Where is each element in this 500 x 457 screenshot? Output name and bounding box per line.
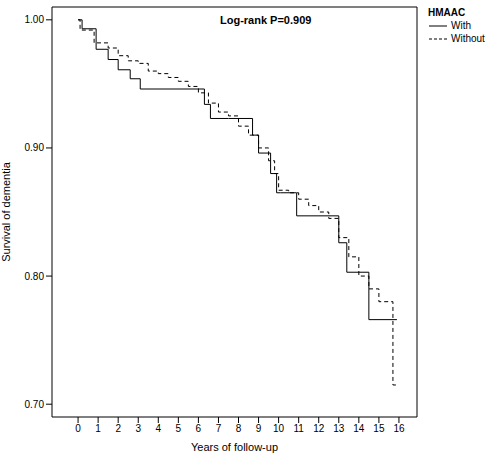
html-text:Without: Without [451,33,485,44]
svg-text:15: 15 [373,423,385,434]
html-text:HMAAC: HMAAC [428,7,466,18]
svg-text:13: 13 [333,423,345,434]
html-text:Log-rank P=0.909: Log-rank P=0.909 [220,14,312,26]
svg-text:0: 0 [75,423,81,434]
svg-text:Survival of dementia: Survival of dementia [8,161,12,262]
svg-text:14: 14 [353,423,365,434]
html-text:With: With [451,20,471,31]
svg-text:1.00: 1.00 [25,14,45,25]
svg-text:0.80: 0.80 [25,271,45,282]
svg-text:2: 2 [115,423,121,434]
svg-text:7: 7 [216,423,222,434]
svg-text:0.90: 0.90 [25,142,45,153]
svg-text:11: 11 [293,423,304,434]
svg-text:10: 10 [273,423,285,434]
svg-text:8: 8 [236,423,242,434]
svg-text:Years of follow-up: Years of follow-up [191,441,278,453]
svg-text:4: 4 [156,423,162,434]
svg-text:12: 12 [313,423,325,434]
svg-text:6: 6 [196,423,202,434]
svg-text:5: 5 [176,423,182,434]
svg-text:1: 1 [95,423,101,434]
svg-text:9: 9 [256,423,262,434]
svg-text:0.70: 0.70 [25,399,45,410]
svg-text:16: 16 [393,423,405,434]
svg-text:3: 3 [135,423,141,434]
